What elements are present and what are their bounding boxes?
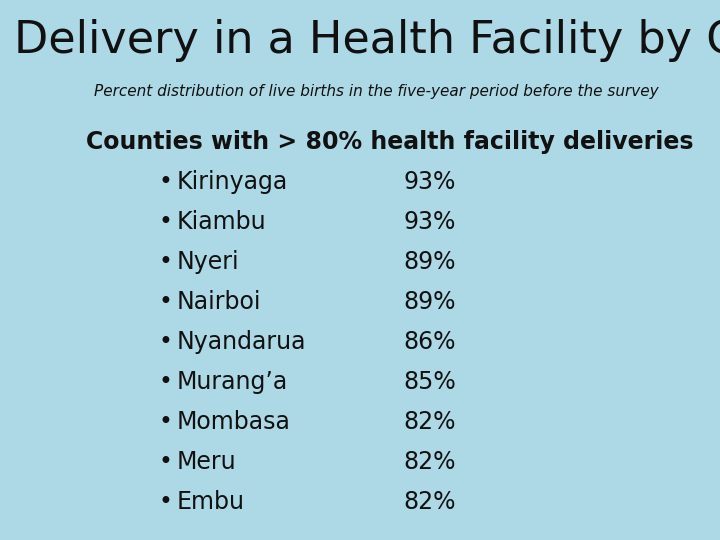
Text: Murang’a: Murang’a xyxy=(176,370,288,394)
Text: •: • xyxy=(158,490,172,514)
Text: Percent distribution of live births in the five-year period before the survey: Percent distribution of live births in t… xyxy=(94,84,658,99)
Text: 89%: 89% xyxy=(403,250,456,274)
Text: •: • xyxy=(158,370,172,394)
Text: •: • xyxy=(158,290,172,314)
Text: 86%: 86% xyxy=(403,330,456,354)
Text: 82%: 82% xyxy=(403,490,456,514)
Text: Counties with > 80% health facility deliveries: Counties with > 80% health facility deli… xyxy=(86,130,694,153)
Text: •: • xyxy=(158,170,172,194)
Text: 93%: 93% xyxy=(403,170,456,194)
Text: Nyandarua: Nyandarua xyxy=(176,330,306,354)
Text: Meru: Meru xyxy=(176,450,236,474)
Text: •: • xyxy=(158,450,172,474)
Text: •: • xyxy=(158,410,172,434)
Text: Delivery in a Health Facility by County: Delivery in a Health Facility by County xyxy=(14,19,720,62)
Text: 82%: 82% xyxy=(403,450,456,474)
Text: Mombasa: Mombasa xyxy=(176,410,290,434)
Text: Embu: Embu xyxy=(176,490,244,514)
Text: 85%: 85% xyxy=(403,370,456,394)
Text: •: • xyxy=(158,330,172,354)
Text: Kirinyaga: Kirinyaga xyxy=(176,170,288,194)
Text: 93%: 93% xyxy=(403,210,456,234)
Text: Nyeri: Nyeri xyxy=(176,250,239,274)
Text: 89%: 89% xyxy=(403,290,456,314)
Text: Kiambu: Kiambu xyxy=(176,210,266,234)
Text: Nairboi: Nairboi xyxy=(176,290,261,314)
Text: •: • xyxy=(158,250,172,274)
Text: 82%: 82% xyxy=(403,410,456,434)
Text: •: • xyxy=(158,210,172,234)
